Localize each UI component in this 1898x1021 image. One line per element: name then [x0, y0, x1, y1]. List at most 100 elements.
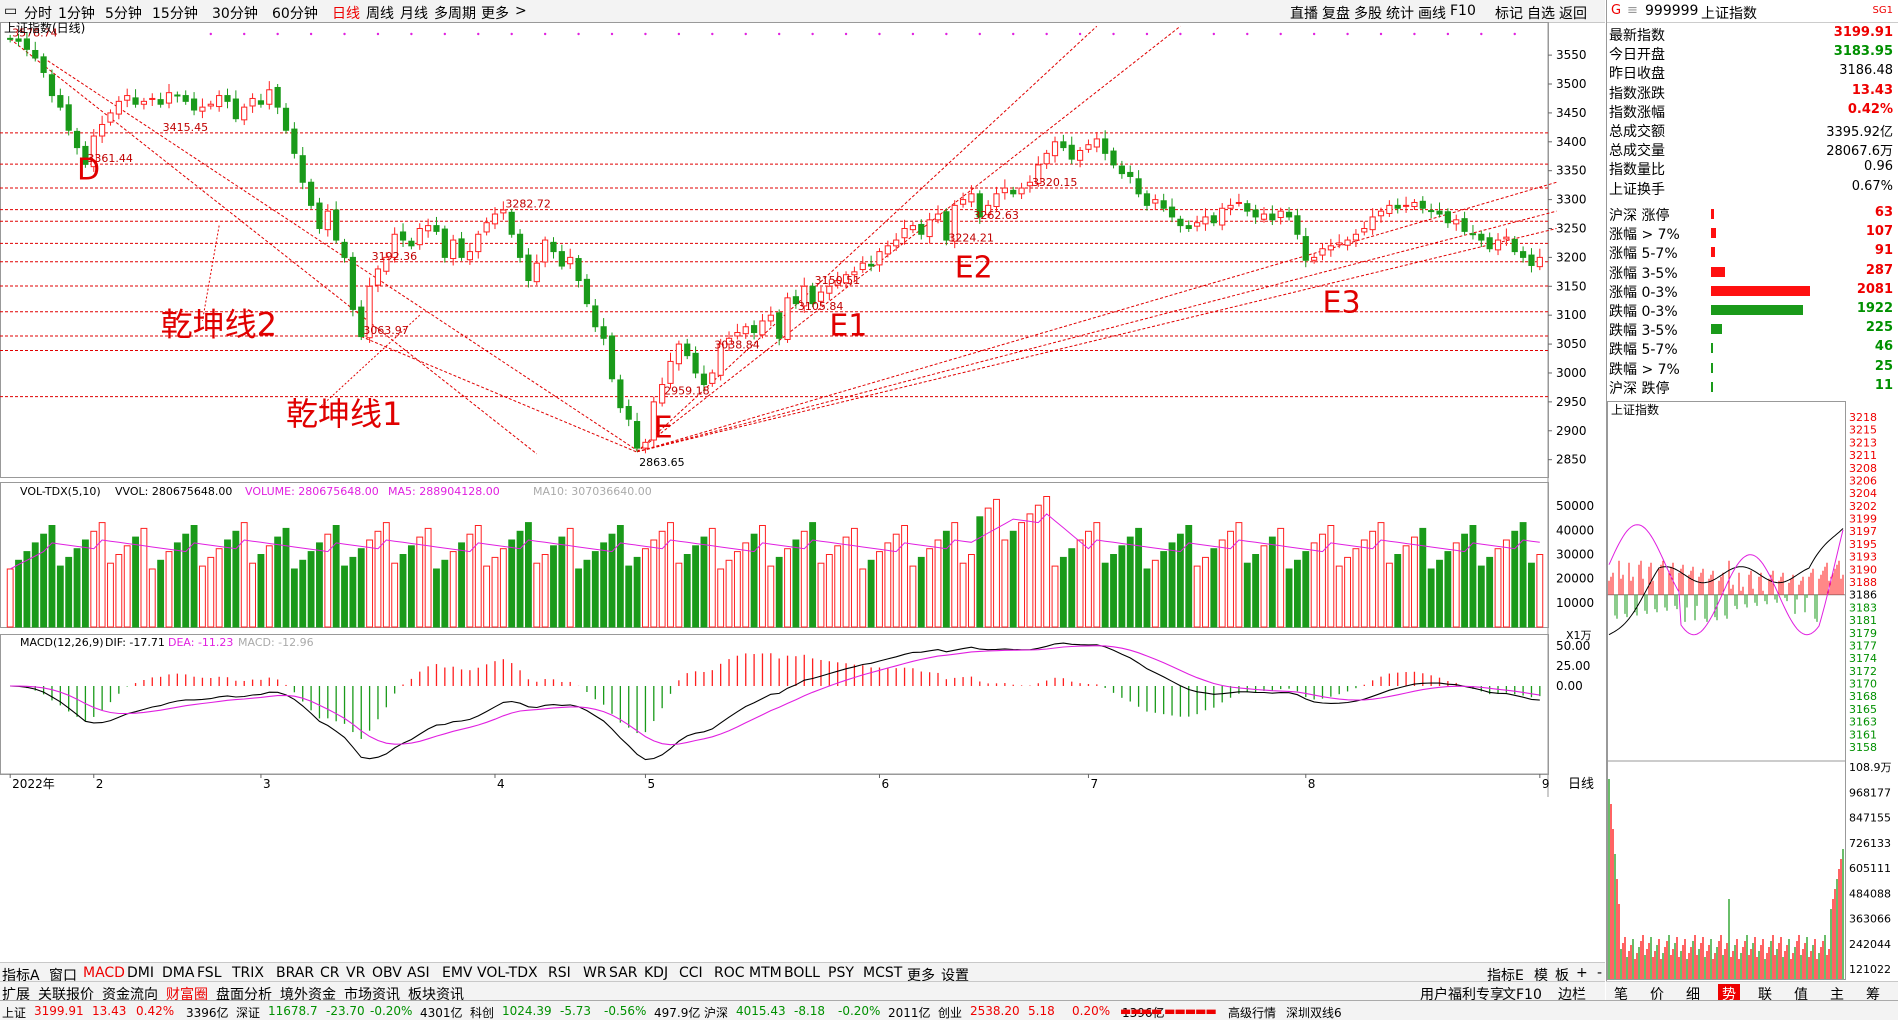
indicator-tab-19[interactable]: ROC	[714, 965, 745, 981]
period-tab-10[interactable]: 更多	[481, 6, 509, 22]
period-tab-0[interactable]: 分时	[24, 6, 52, 22]
side-tab-6[interactable]: 主	[1830, 987, 1844, 1003]
indicator-right-3[interactable]: +	[1576, 965, 1588, 981]
period-tab-5[interactable]: 60分钟	[272, 6, 318, 22]
status-name-1[interactable]: 深证	[236, 1006, 261, 1020]
bottom-tab-3[interactable]: 财富圈	[166, 987, 208, 1003]
menu-icon[interactable]: ≡	[1627, 3, 1638, 18]
breadth-bar-1	[1711, 228, 1717, 239]
period-tab-6[interactable]: 日线	[332, 6, 360, 22]
side-tab-2[interactable]: 细	[1686, 987, 1700, 1003]
indicator-tab-4[interactable]: DMA	[162, 965, 195, 981]
bottom-tab-4[interactable]: 盘面分析	[216, 987, 272, 1003]
bottom-tab-0[interactable]: 扩展	[2, 987, 30, 1003]
indicator-tab-8[interactable]: CR	[320, 965, 340, 981]
bottom-tab-6[interactable]: 市场资讯	[344, 987, 400, 1003]
side-tab-4[interactable]: 联	[1758, 987, 1772, 1003]
period-tab-9[interactable]: 多周期	[434, 6, 476, 22]
indicator-tab-23[interactable]: MCST	[863, 965, 903, 981]
indicator-tab-6[interactable]: TRIX	[232, 965, 264, 981]
indicator-tab-9[interactable]: VR	[346, 965, 366, 981]
signal-dot-36	[1413, 32, 1416, 36]
side-tab-1[interactable]: 价	[1650, 987, 1664, 1003]
status-name-0[interactable]: 上证	[2, 1006, 27, 1020]
breadth-value-7: 46	[1874, 339, 1893, 355]
period-tab-8[interactable]: 月线	[400, 6, 428, 22]
tool-button-3[interactable]: 统计	[1386, 6, 1414, 22]
tool-button-1[interactable]: 复盘	[1322, 6, 1350, 22]
tool-button-5[interactable]: F10	[1450, 3, 1476, 19]
period-tab-1[interactable]: 1分钟	[58, 6, 95, 22]
period-tab-2[interactable]: 5分钟	[105, 6, 142, 22]
indicator-tab-21[interactable]: BOLL	[784, 965, 820, 981]
price-tick-label-13: 3500	[1556, 77, 1587, 91]
side-tab-7[interactable]: 筹	[1866, 987, 1880, 1003]
indicator-tab-12[interactable]: EMV	[442, 965, 473, 981]
side-tab-3[interactable]: 势	[1718, 984, 1740, 1004]
bottom-right-1[interactable]: 文F10	[1502, 987, 1542, 1003]
indicator-tab-25[interactable]: 设置	[941, 968, 969, 984]
group-icon[interactable]: G	[1611, 3, 1622, 18]
bottom-tab-2[interactable]: 资金流向	[102, 987, 158, 1003]
indicator-tab-11[interactable]: ASI	[407, 965, 430, 981]
indicator-tab-20[interactable]: MTM	[749, 965, 782, 981]
indicator-right-1[interactable]: 模	[1534, 968, 1548, 984]
signal-dot-39	[1513, 32, 1516, 36]
bottom-tab-1[interactable]: 关联报价	[38, 987, 94, 1003]
status-right-1[interactable]: 深圳双线6	[1286, 1006, 1342, 1020]
candle-body-123	[1035, 164, 1042, 184]
indicator-tab-0[interactable]: 指标A	[2, 968, 40, 984]
candle-body-82	[692, 352, 699, 374]
indicator-tab-24[interactable]: 更多	[907, 968, 935, 984]
quote-value-8: 0.67%	[1851, 178, 1893, 194]
signal-dot-29	[1179, 32, 1182, 36]
status-right-0[interactable]: 高级行情	[1228, 1006, 1277, 1020]
period-tab-7[interactable]: 周线	[366, 6, 394, 22]
indicator-tab-14[interactable]: RSI	[548, 965, 571, 981]
x-tick-label-4: 5	[647, 777, 655, 791]
indicator-tab-17[interactable]: KDJ	[644, 965, 669, 981]
indicator-tab-5[interactable]: FSL	[197, 965, 222, 981]
tool-button-0[interactable]: 直播	[1290, 6, 1318, 22]
tool-button-6[interactable]: 标记	[1495, 6, 1523, 22]
price-tick-label-9: 3300	[1556, 193, 1587, 207]
indicator-tab-18[interactable]: CCI	[679, 965, 703, 981]
status-chg-4: 5.18	[1028, 1004, 1055, 1018]
chevron-right-icon[interactable]: >	[515, 3, 527, 19]
bottom-right-2[interactable]: 边栏	[1558, 987, 1586, 1003]
period-tab-4[interactable]: 30分钟	[212, 6, 258, 22]
status-name-3[interactable]: 沪深	[704, 1006, 729, 1020]
indicator-right-4[interactable]: -	[1597, 965, 1603, 981]
indicator-tab-10[interactable]: OBV	[372, 965, 402, 981]
intraday-price-tick-3: 3211	[1849, 449, 1877, 462]
volume-bar-64	[541, 554, 549, 628]
indicator-tab-2[interactable]: MACD	[83, 965, 125, 981]
candle-body-71	[600, 326, 607, 339]
status-name-4[interactable]: 创业	[938, 1006, 963, 1020]
period-tab-3[interactable]: 15分钟	[152, 6, 198, 22]
status-name-2[interactable]: 科创	[470, 1006, 495, 1020]
panel-icon[interactable]: ▭	[4, 3, 18, 19]
tool-button-7[interactable]: 自选	[1527, 6, 1555, 22]
tool-button-4[interactable]: 画线	[1418, 6, 1446, 22]
indicator-tab-15[interactable]: WR	[583, 965, 607, 981]
intraday-price-tick-16: 3181	[1849, 614, 1877, 627]
tool-button-8[interactable]: 返回	[1559, 6, 1587, 22]
candle-body-129	[1085, 144, 1092, 150]
bottom-tab-5[interactable]: 境外资金	[280, 987, 336, 1003]
indicator-tab-3[interactable]: DMI	[127, 965, 154, 981]
tool-button-2[interactable]: 多股	[1354, 6, 1382, 22]
indicator-right-2[interactable]: 板	[1555, 968, 1569, 984]
indicator-tab-22[interactable]: PSY	[828, 965, 854, 981]
indicator-tab-13[interactable]: VOL-TDX	[477, 965, 538, 981]
side-tab-0[interactable]: 笔	[1614, 987, 1628, 1003]
bottom-tab-7[interactable]: 板块资讯	[408, 987, 464, 1003]
bottom-right-0[interactable]: 用户福利专享	[1420, 987, 1504, 1003]
indicator-tab-16[interactable]: SAR	[609, 965, 638, 981]
macd-dea-line	[10, 645, 1540, 746]
indicator-right-0[interactable]: 指标E	[1487, 968, 1524, 984]
volume-bar-82	[692, 545, 700, 628]
side-tab-5[interactable]: 值	[1794, 987, 1808, 1003]
indicator-tab-7[interactable]: BRAR	[276, 965, 315, 981]
indicator-tab-1[interactable]: 窗口	[49, 968, 77, 984]
